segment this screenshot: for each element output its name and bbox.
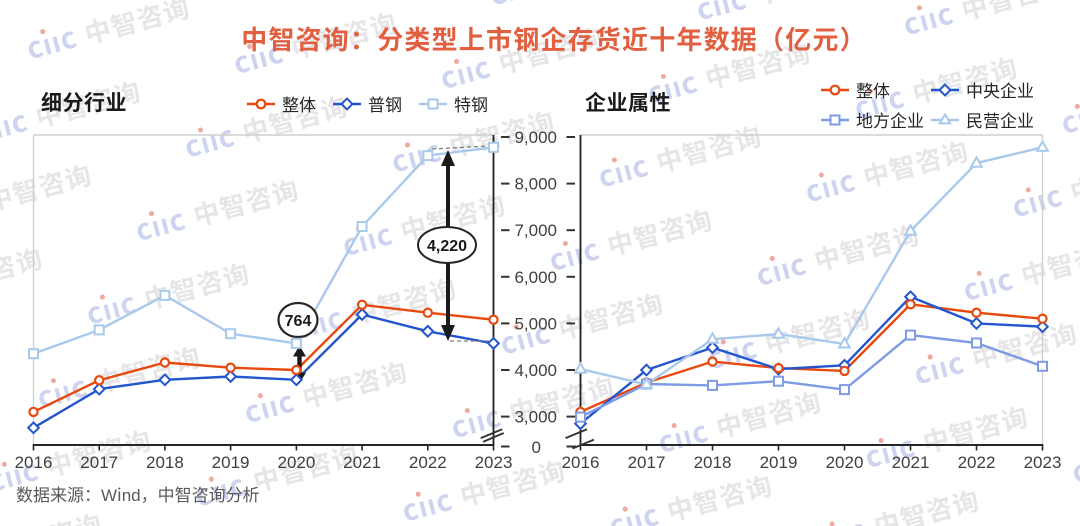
svg-text:2018: 2018 <box>146 453 184 472</box>
svg-text:4,000: 4,000 <box>514 361 557 380</box>
svg-text:2022: 2022 <box>958 453 996 472</box>
svg-text:2019: 2019 <box>212 453 250 472</box>
svg-text:2023: 2023 <box>475 453 513 472</box>
svg-text:764: 764 <box>285 313 312 330</box>
svg-text:2021: 2021 <box>892 453 930 472</box>
svg-text:5,000: 5,000 <box>514 314 557 333</box>
svg-text:2017: 2017 <box>628 453 666 472</box>
svg-text:4,220: 4,220 <box>427 238 467 255</box>
svg-text:6,000: 6,000 <box>514 268 557 287</box>
svg-text:2020: 2020 <box>826 453 864 472</box>
svg-text:2022: 2022 <box>409 453 447 472</box>
svg-text:2016: 2016 <box>562 453 600 472</box>
svg-text:2017: 2017 <box>80 453 118 472</box>
svg-text:2019: 2019 <box>760 453 798 472</box>
svg-text:2021: 2021 <box>343 453 381 472</box>
svg-text:9,000: 9,000 <box>514 128 557 147</box>
svg-text:7,000: 7,000 <box>514 221 557 240</box>
svg-text:2023: 2023 <box>1024 453 1062 472</box>
svg-text:2016: 2016 <box>15 453 53 472</box>
svg-text:2018: 2018 <box>694 453 732 472</box>
svg-text:2020: 2020 <box>277 453 315 472</box>
svg-text:8,000: 8,000 <box>514 175 557 194</box>
svg-text:3,000: 3,000 <box>514 408 557 427</box>
svg-text:0: 0 <box>532 438 541 457</box>
